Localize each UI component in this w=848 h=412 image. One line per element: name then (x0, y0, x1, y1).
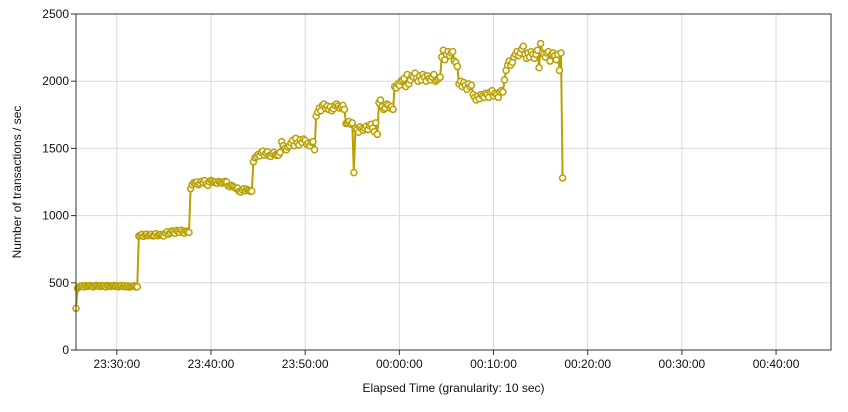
data-point (535, 64, 543, 72)
y-tick-label: 0 (62, 343, 69, 357)
data-point (557, 49, 565, 57)
series-layer (72, 39, 567, 313)
axis-ticks: 0 500 1000 1500 2000 2500 23:30:00 23:40:00 23:5… (42, 7, 799, 371)
x-tick-label: 23:40:00 (188, 357, 235, 371)
series-line (75, 42, 564, 310)
data-point (310, 145, 319, 154)
data-point (448, 47, 457, 56)
data-point (376, 96, 385, 104)
data-point (536, 39, 545, 48)
data-point (453, 62, 462, 71)
data-point (555, 66, 564, 75)
x-tick-label: 23:30:00 (93, 357, 140, 371)
data-point (309, 137, 317, 146)
data-point (430, 70, 438, 79)
y-tick-label: 1500 (42, 141, 69, 155)
data-point (373, 130, 382, 139)
data-point (500, 76, 509, 84)
data-point (467, 81, 476, 89)
data-point (389, 105, 397, 114)
data-point (350, 168, 358, 177)
data-point (372, 119, 380, 127)
data-point (499, 88, 507, 96)
x-tick-label: 00:30:00 (659, 357, 706, 371)
data-point (185, 228, 193, 237)
x-tick-label: 00:10:00 (470, 357, 517, 371)
data-point (436, 73, 444, 81)
data-point (558, 174, 567, 182)
x-tick-label: 00:20:00 (564, 357, 611, 371)
y-tick-label: 500 (49, 276, 69, 290)
y-tick-label: 1000 (42, 209, 69, 223)
data-point (248, 187, 256, 195)
x-tick-label: 00:00:00 (376, 357, 423, 371)
plot-frame (75, 13, 832, 351)
data-point (519, 42, 528, 51)
y-axis-title: Number of transactions / sec (10, 106, 24, 259)
data-point (133, 283, 141, 291)
x-tick-label: 00:40:00 (753, 357, 800, 371)
x-tick-label: 23:50:00 (282, 357, 329, 371)
data-point (348, 119, 357, 127)
data-point (340, 105, 349, 114)
data-point (546, 57, 554, 65)
y-tick-label: 2500 (42, 7, 69, 21)
data-point (276, 148, 284, 157)
x-axis-title: Elapsed Time (granularity: 10 sec) (362, 381, 544, 395)
y-tick-label: 2000 (42, 74, 69, 88)
